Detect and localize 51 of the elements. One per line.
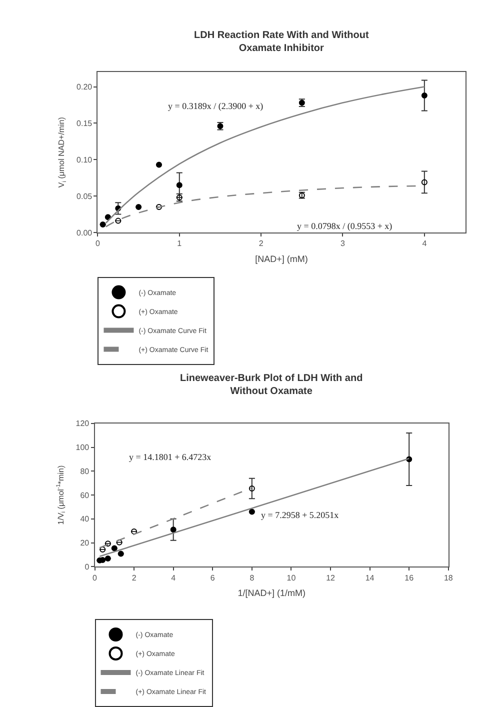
annotation: y = 0.0798x / (0.9553 + x) — [297, 221, 392, 231]
x-tick-label: 2 — [132, 573, 137, 582]
x-tick-label: 2 — [258, 239, 264, 248]
x-tick-label: 0 — [96, 239, 100, 248]
annotation: y = 7.2958 + 5.2051x — [261, 510, 340, 520]
point — [248, 508, 255, 515]
x-tick-label: 8 — [250, 573, 255, 582]
x-tick-label: 18 — [444, 573, 454, 582]
point — [131, 528, 138, 534]
point — [115, 218, 122, 224]
y-tick-label: 60 — [80, 490, 90, 500]
point — [156, 162, 162, 168]
y-tick-label: 0.00 — [76, 228, 93, 238]
x-tick-label: 12 — [326, 573, 336, 582]
point — [248, 485, 255, 492]
y-tick-label: 80 — [80, 466, 90, 476]
y-tick-label: 20 — [80, 538, 90, 548]
x-tick-label: 16 — [404, 573, 414, 582]
point — [421, 179, 428, 186]
chart-title: LDH Reaction Rate With and Without Oxamate Inhibitor — [194, 30, 370, 54]
y-tick-label: 100 — [76, 443, 90, 452]
x-axis-title: 1/[NAD+] (1/mM) — [238, 588, 306, 598]
x-tick-label: 4 — [171, 573, 176, 582]
point — [421, 92, 428, 99]
x-axis-title: [NAD+] (mM) — [255, 254, 308, 264]
point — [104, 540, 111, 547]
y-tick-label: 40 — [80, 514, 90, 524]
y-tick-label: 0.20 — [76, 82, 93, 92]
point — [111, 545, 118, 552]
point — [116, 539, 122, 546]
y-tick-label: 0.15 — [76, 119, 93, 128]
x-tick-label: 3 — [340, 239, 346, 248]
x-tick-label: 4 — [422, 239, 428, 248]
x-tick-label: 6 — [210, 573, 216, 582]
point — [136, 204, 142, 210]
point — [100, 546, 106, 552]
point — [100, 221, 106, 228]
x-tick-label: 1 — [177, 239, 182, 248]
annotation: y = 0.3189x / (2.3900 + x) — [168, 101, 264, 111]
point — [156, 204, 162, 210]
chart-title: Lineweaver-Burk Plot of LDH With and Without Oxamate — [180, 373, 363, 397]
x-tick-label: 14 — [365, 573, 375, 582]
y-tick-label: 0 — [84, 562, 90, 572]
x-tick-label: 10 — [286, 573, 296, 582]
y-tick-label: 120 — [76, 419, 90, 428]
point — [170, 526, 176, 533]
annotation: y = 14.1801 + 6.4723x — [129, 452, 212, 462]
y-tick-label: 0.10 — [76, 155, 93, 164]
y-tick-label: 0.05 — [76, 192, 93, 201]
point — [176, 182, 182, 188]
point — [118, 550, 124, 557]
